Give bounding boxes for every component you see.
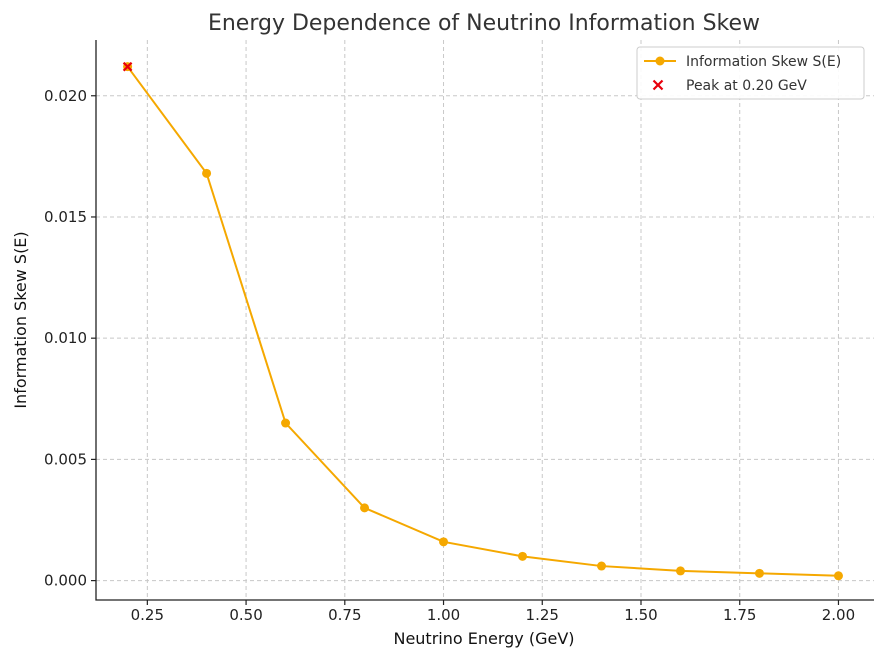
series-layer: [122, 61, 843, 581]
axes-spines: [95, 40, 874, 601]
data-point: [597, 561, 607, 571]
y-tick-label: 0.005: [44, 450, 87, 468]
y-axis-label: Information Skew S(E): [11, 231, 30, 408]
x-tick-label: 0.25: [131, 606, 164, 624]
legend-series-label: Information Skew S(E): [686, 54, 841, 70]
y-ticks: 0.000 0.005 0.010 0.015 0.020: [44, 87, 96, 590]
y-tick-label: 0.020: [44, 87, 87, 105]
chart-title: Energy Dependence of Neutrino Informatio…: [208, 11, 760, 36]
y-tick-label: 0.000: [44, 572, 87, 590]
x-tick-label: 1.50: [624, 606, 657, 624]
series-line: [126, 66, 839, 577]
axes: [95, 40, 874, 601]
x-tick-label: 0.50: [229, 606, 262, 624]
x-ticks: 0.25 0.50 0.75 1.00 1.25 1.50 1.75 2.00: [131, 600, 855, 624]
grid: [96, 40, 874, 600]
x-tick-label: 1.75: [723, 606, 756, 624]
data-point: [675, 566, 685, 576]
data-point: [202, 168, 212, 178]
data-point: [518, 551, 528, 561]
peak-marker: [122, 61, 133, 72]
legend-series-marker: [655, 56, 665, 66]
x-tick-label: 0.75: [328, 606, 361, 624]
data-point: [754, 568, 764, 578]
x-tick-label: 1.25: [526, 606, 559, 624]
legend-peak-label: Peak at 0.20 GeV: [686, 78, 807, 94]
legend-peak-marker: [652, 79, 664, 91]
legend-box: [636, 46, 865, 100]
y-tick-label: 0.015: [44, 208, 87, 226]
legend-peak-x: [652, 79, 664, 91]
x-axis-label: Neutrino Energy (GeV): [393, 629, 574, 648]
data-point: [281, 418, 291, 428]
data-point: [833, 571, 843, 581]
legend: Information Skew S(E) Peak at 0.20 GeV: [636, 46, 865, 100]
x-tick-label: 1.00: [427, 606, 460, 624]
x-tick-label: 2.00: [822, 606, 855, 624]
data-point: [439, 537, 449, 547]
y-tick-label: 0.010: [44, 329, 87, 347]
data-point: [360, 503, 370, 513]
